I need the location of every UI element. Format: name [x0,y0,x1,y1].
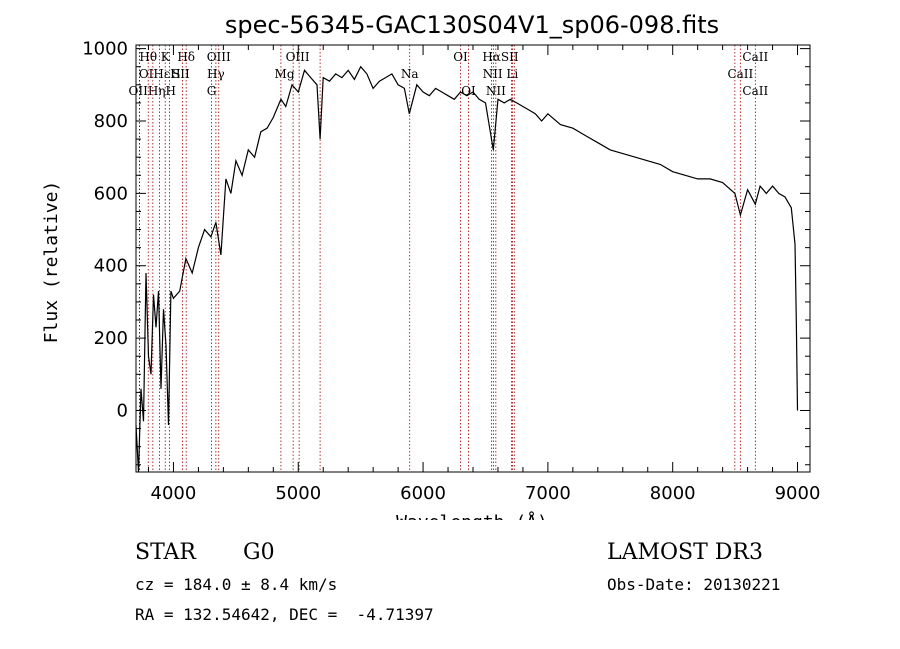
emission-line-markers [138,45,756,472]
line-label-0: Hθ [139,50,157,64]
line-label-19: CaII [742,84,768,98]
line-label-2: Hδ [177,50,195,64]
x-tick-label-9000: 9000 [775,483,821,504]
tick-labels: 4000 5000 6000 7000 8000 9000 0 200 400 600 800 100… [82,39,820,504]
y-tick-label-800: 800 [94,111,128,132]
spectrum-line [135,65,799,473]
line-label-14: CaII [727,67,753,81]
y-axis-label: Flux (relative) [41,181,62,344]
axis-ticks [136,45,810,472]
line-label-3: OIII [207,50,231,64]
object-class: STAR [135,540,196,565]
y-tick-label-1000: 1000 [82,39,128,60]
line-label-17: OI [461,84,476,98]
line-label-15: OIIHηH [129,84,176,98]
plot-frame [135,44,811,473]
line-label-1: K [161,50,171,64]
y-tick-label-200: 200 [94,328,128,349]
line-label-16: G [207,84,217,98]
line-label-9: SII [172,67,190,81]
spectrum-chart: spec-56345-GAC130S04V1_sp06-098.fits Hθ K… [41,11,820,520]
redshift-text: cz = 184.0 ± 8.4 km/s [135,575,338,594]
line-label-5: OI [453,50,468,64]
x-tick-label-7000: 7000 [525,483,571,504]
y-tick-label-400: 400 [94,256,128,277]
y-tick-label-0: 0 [117,400,128,421]
line-label-8: OIHεH [139,67,181,81]
line-label-6: HαSII [482,50,519,64]
chart-title: spec-56345-GAC130S04V1_sp06-098.fits [225,11,719,39]
y-tick-label-600: 600 [94,183,128,204]
line-label-4: OIII [286,50,310,64]
line-label-18: NII [486,84,506,98]
survey-name: LAMOST DR3 [607,540,763,565]
x-tick-label-4000: 4000 [151,483,197,504]
line-label-13: NII Li [483,67,519,81]
object-subclass: G0 [243,540,275,565]
x-tick-label-5000: 5000 [275,483,321,504]
line-label-7: CaII [742,50,768,64]
line-label-10: Hγ [207,67,225,81]
line-label-12: Na [401,67,419,81]
line-label-11: Mg [275,67,295,81]
obs-date: Obs-Date: 20130221 [607,575,781,594]
x-tick-label-6000: 6000 [400,483,446,504]
coordinates: RA = 132.54642, DEC = -4.71397 [135,605,434,624]
x-axis-label: Wavelength (Å) [396,511,548,520]
x-tick-label-8000: 8000 [650,483,696,504]
